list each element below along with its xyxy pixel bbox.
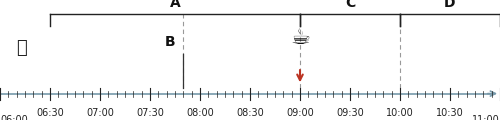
Text: 🛏: 🛏 bbox=[16, 39, 28, 57]
Text: 10:30: 10:30 bbox=[436, 108, 464, 118]
Text: A: A bbox=[170, 0, 180, 10]
Text: 06:30: 06:30 bbox=[36, 108, 64, 118]
Text: 07:30: 07:30 bbox=[136, 108, 164, 118]
Text: C: C bbox=[345, 0, 355, 10]
Text: ☕: ☕ bbox=[290, 28, 310, 48]
Text: 07:00: 07:00 bbox=[86, 108, 114, 118]
Text: D: D bbox=[444, 0, 456, 10]
Text: 06:00: 06:00 bbox=[0, 115, 28, 120]
Text: 08:30: 08:30 bbox=[236, 108, 264, 118]
Text: 09:30: 09:30 bbox=[336, 108, 364, 118]
Text: B: B bbox=[164, 35, 175, 49]
Text: 10:00: 10:00 bbox=[386, 108, 414, 118]
Text: 11:00: 11:00 bbox=[472, 115, 500, 120]
Text: 08:00: 08:00 bbox=[186, 108, 214, 118]
Text: 09:00: 09:00 bbox=[286, 108, 314, 118]
